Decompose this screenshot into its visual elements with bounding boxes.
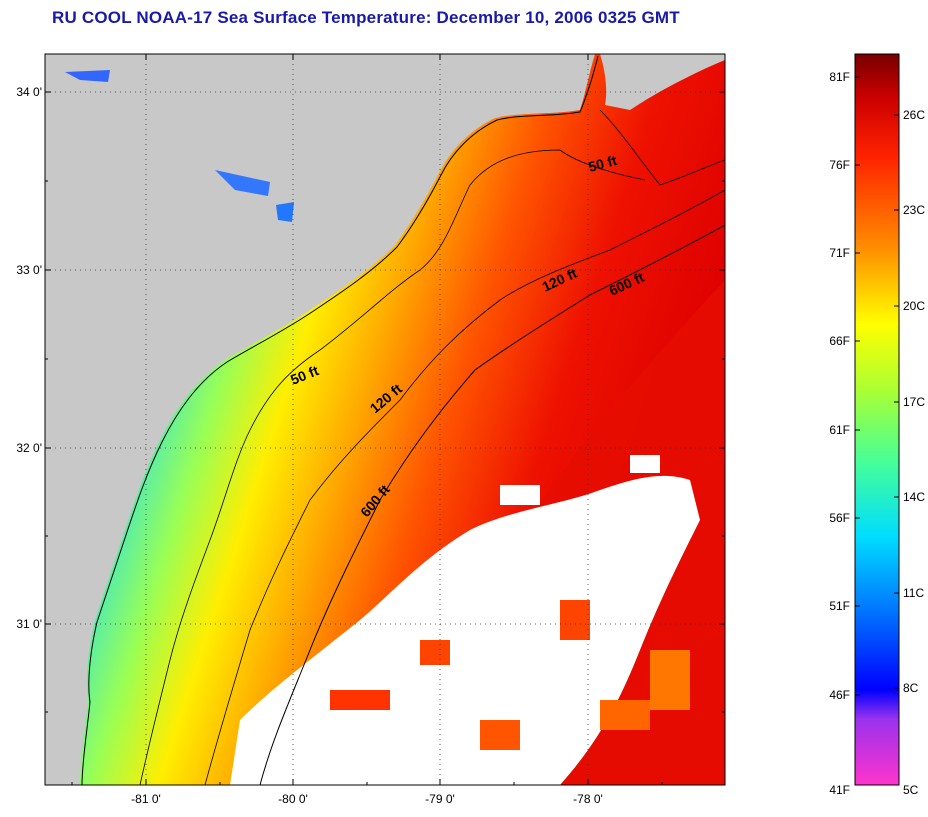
lat-label-32: 32 0': [16, 441, 42, 455]
colorbar-label-14c: 14C: [903, 490, 925, 504]
colorbar-label-26c: 26C: [903, 108, 925, 122]
contour-50ft: [139, 149, 646, 785]
map-image: 50 ft 50 ft 120 ft 120 ft 600 ft 600 ft: [45, 54, 725, 785]
colorbar-label-56f: 56F: [829, 511, 850, 525]
colorbar-label-46f: 46F: [829, 688, 850, 702]
colorbar-label-66f: 66F: [829, 334, 850, 348]
map-frame: [44, 53, 726, 786]
contour-120ft: [204, 189, 725, 785]
lon-label-79: -79 0': [425, 792, 455, 806]
colorbar-label-5c: 5C: [903, 783, 919, 797]
map-title: RU COOL NOAA-17 Sea Surface Temperature:…: [52, 8, 680, 27]
lat-label-33: 33 0': [16, 263, 42, 277]
colorbar-label-11c: 11C: [903, 586, 924, 600]
graticule: [45, 54, 725, 785]
colorbar-label-76f: 76F: [829, 158, 850, 172]
colorbar-label-8c: 8C: [903, 681, 919, 695]
contour-label-50ft-north: 50 ft: [587, 152, 619, 175]
lat-label-31: 31 0': [16, 617, 42, 631]
land-mass: [45, 54, 595, 785]
lon-label-78: -78 0': [573, 792, 603, 806]
cloud-cover: [230, 455, 700, 785]
colorbar-gradient: [854, 53, 900, 786]
lon-label-80: -80 0': [278, 792, 308, 806]
colorbar: 81F 76F 71F 66F 61F 56F 51F 46F 41F 26C …: [829, 53, 925, 797]
lat-label-34: 34 0': [16, 85, 42, 99]
colorbar-label-61f: 61F: [829, 423, 850, 437]
colorbar-label-41f: 41F: [829, 783, 850, 797]
lon-label-81: -81 0': [131, 792, 161, 806]
colorbar-label-23c: 23C: [903, 203, 925, 217]
contour-600ft: [259, 224, 725, 785]
colorbar-label-51f: 51F: [829, 599, 850, 613]
colorbar-label-81f: 81F: [829, 70, 850, 84]
axis-ticks: [45, 54, 725, 785]
colorbar-label-71f: 71F: [829, 246, 850, 260]
colorbar-label-20c: 20C: [903, 299, 925, 313]
colorbar-label-17c: 17C: [903, 395, 925, 409]
